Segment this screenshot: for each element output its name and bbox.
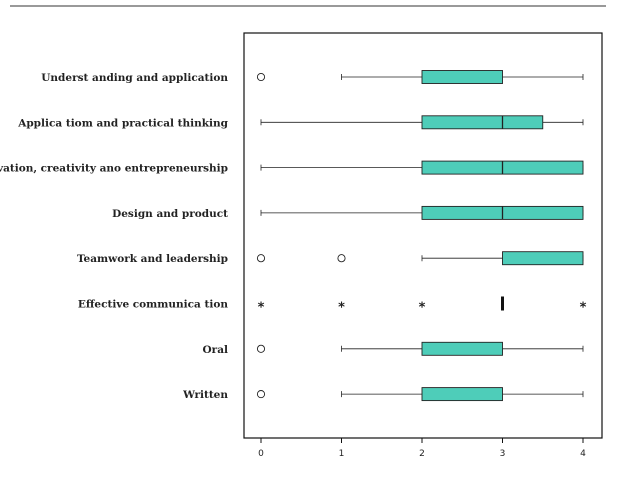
iqr-box: [421, 115, 544, 130]
outlier-point: [256, 390, 266, 399]
category-label: Design and product: [112, 208, 228, 220]
outlier-point: [256, 72, 266, 82]
extreme-point: *: [258, 301, 265, 316]
plot-frame: [243, 32, 603, 439]
x-tick-label: 2: [419, 449, 425, 459]
category-label: Underst anding and application: [41, 72, 228, 84]
box-row: [256, 70, 584, 84]
x-tick-label: 3: [500, 449, 506, 459]
category-label: Effective communica tion: [78, 299, 229, 311]
extreme-point: *: [580, 301, 587, 316]
x-axis: 0 1 2 3 4: [258, 438, 586, 459]
category-label: Oral: [203, 344, 228, 356]
outlier-point: [256, 344, 266, 353]
iqr-box: [502, 251, 584, 266]
category-label: Teamwork and leadership: [77, 253, 228, 265]
category-label: Applica tiom and practical thinking: [17, 117, 228, 129]
box-row: * * * *: [258, 296, 587, 316]
box-row: [256, 387, 584, 402]
extreme-point: *: [419, 301, 426, 316]
iqr-box: [421, 387, 503, 402]
box-row: [260, 115, 584, 130]
extreme-point: *: [338, 301, 345, 316]
category-labels: Underst anding and application Applica ti…: [0, 72, 229, 401]
box-row: [256, 251, 584, 266]
category-label: Innovation, creativity ano entrepreneurs…: [0, 163, 228, 175]
x-tick-label: 1: [339, 449, 345, 459]
outlier-point: [337, 254, 346, 263]
iqr-box: [421, 70, 503, 84]
category-label: Written: [182, 389, 228, 401]
x-tick-label: 4: [580, 449, 586, 459]
boxes: * * * *: [256, 70, 587, 402]
box-row: [260, 160, 584, 175]
iqr-box: [421, 341, 503, 356]
x-tick-label: 0: [258, 449, 264, 459]
outlier-point: [256, 254, 266, 263]
box-row: [260, 205, 584, 220]
box-row: [256, 341, 584, 356]
